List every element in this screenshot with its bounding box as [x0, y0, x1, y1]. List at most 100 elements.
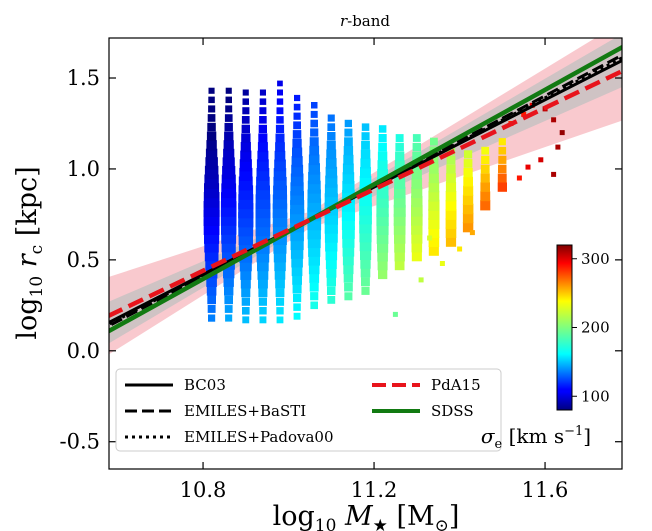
scatter-point	[446, 155, 456, 165]
scatter-point	[309, 273, 320, 283]
scatter-point	[242, 307, 250, 315]
scatter-point	[225, 87, 232, 94]
scatter-point	[343, 146, 354, 156]
scatter-point	[378, 134, 387, 143]
scatter-point	[428, 190, 440, 202]
scatter-point	[310, 128, 319, 137]
scatter-point	[292, 147, 303, 158]
scatter-point	[376, 186, 389, 199]
scatter-point	[411, 214, 423, 226]
scatter-point	[308, 163, 320, 175]
scatter-point	[411, 232, 423, 244]
scatter-point	[256, 159, 269, 172]
fit-lines	[109, 44, 622, 334]
scatter-point	[428, 199, 440, 211]
scatter-point	[343, 273, 354, 283]
scatter-point	[376, 232, 389, 244]
scatter-point	[258, 133, 268, 143]
y-tick-label: 0.5	[67, 248, 100, 272]
scatter-point	[344, 137, 353, 146]
scatter-point	[257, 259, 269, 272]
scatter-point	[259, 107, 267, 115]
scatter-point	[276, 98, 284, 105]
scatter-point	[360, 248, 372, 260]
scatter-point	[257, 150, 269, 162]
scatter-point	[360, 158, 371, 169]
scatter-point	[275, 142, 285, 152]
scatter-point	[360, 258, 371, 269]
scatter-point	[559, 130, 565, 136]
legend-entry-emiles-padova00: EMILES+Padova00	[125, 428, 334, 446]
scatter-point	[497, 173, 507, 183]
scatter-point	[325, 248, 338, 261]
scatter-point	[411, 187, 423, 199]
scatter-point	[463, 185, 474, 196]
scatter-points	[203, 80, 565, 324]
scatter-point	[273, 168, 287, 181]
scatter-point	[411, 251, 422, 262]
scatter-point	[428, 227, 440, 238]
scatter-point	[555, 144, 561, 150]
scatter-point	[294, 94, 301, 102]
scatter-point	[393, 223, 406, 235]
plot-area	[109, 38, 622, 355]
scatter-point	[291, 265, 303, 277]
scatter-point	[394, 178, 406, 189]
scatter-point	[325, 258, 337, 269]
legend-label-emiles-basti: EMILES+BaSTI	[184, 402, 306, 420]
scatter-point	[457, 246, 463, 252]
scatter-point	[291, 156, 303, 168]
scatter-point	[445, 182, 457, 193]
scatter-point	[206, 286, 217, 296]
legend-entry-sdss: SDSS	[372, 402, 474, 420]
y-tick-label: 0.0	[67, 339, 100, 363]
scatter-point	[308, 254, 320, 266]
scatter-point	[359, 239, 372, 252]
scatter-point	[462, 221, 474, 233]
scatter-point	[463, 176, 473, 187]
scatter-point	[342, 254, 354, 266]
scatter-point	[241, 297, 250, 306]
scatter-point	[359, 175, 372, 188]
scatter-point	[538, 157, 544, 163]
scatter-point	[395, 151, 405, 161]
scatter-point	[498, 164, 507, 174]
axis-ticks: 10.8 11.2 11.6 -0.5 0.0 0.5 1.0 1.5	[60, 38, 622, 502]
scatter-point	[445, 236, 457, 247]
legend-box	[115, 368, 502, 452]
scatter-point	[480, 164, 490, 174]
scatter-point	[394, 186, 406, 199]
scatter-point	[411, 205, 423, 217]
scatter-point	[412, 134, 421, 142]
y-tick-label: 1.0	[67, 157, 100, 181]
colorbar-tick-label: 300	[581, 250, 610, 268]
scatter-point	[225, 314, 233, 322]
scatter-point	[258, 124, 267, 134]
scatter-point	[205, 148, 218, 161]
scatter-point	[240, 150, 252, 162]
scatter-point	[207, 122, 216, 132]
scatter-point	[344, 119, 352, 128]
scatter-point	[344, 128, 353, 137]
scatter-point	[325, 166, 338, 179]
scatter-point	[291, 164, 304, 177]
scatter-point	[418, 277, 424, 283]
scatter-point	[480, 200, 491, 211]
scatter-point	[274, 269, 286, 280]
scatter-point	[481, 146, 490, 155]
scatter-point	[551, 117, 557, 123]
scatter-point	[308, 171, 321, 185]
scatter-point	[293, 103, 301, 111]
legend-entry-emiles-basti: EMILES+BaSTI	[125, 402, 306, 420]
scatter-point	[310, 119, 318, 128]
scatter-point	[276, 307, 284, 315]
scatter-point	[257, 142, 268, 153]
scatter-point	[259, 98, 267, 105]
scatter-point	[429, 155, 439, 165]
scatter-point	[498, 138, 506, 146]
scatter-point	[240, 142, 251, 153]
scatter-point	[222, 157, 235, 170]
scatter-point	[342, 181, 355, 194]
scatter-point	[292, 275, 302, 285]
